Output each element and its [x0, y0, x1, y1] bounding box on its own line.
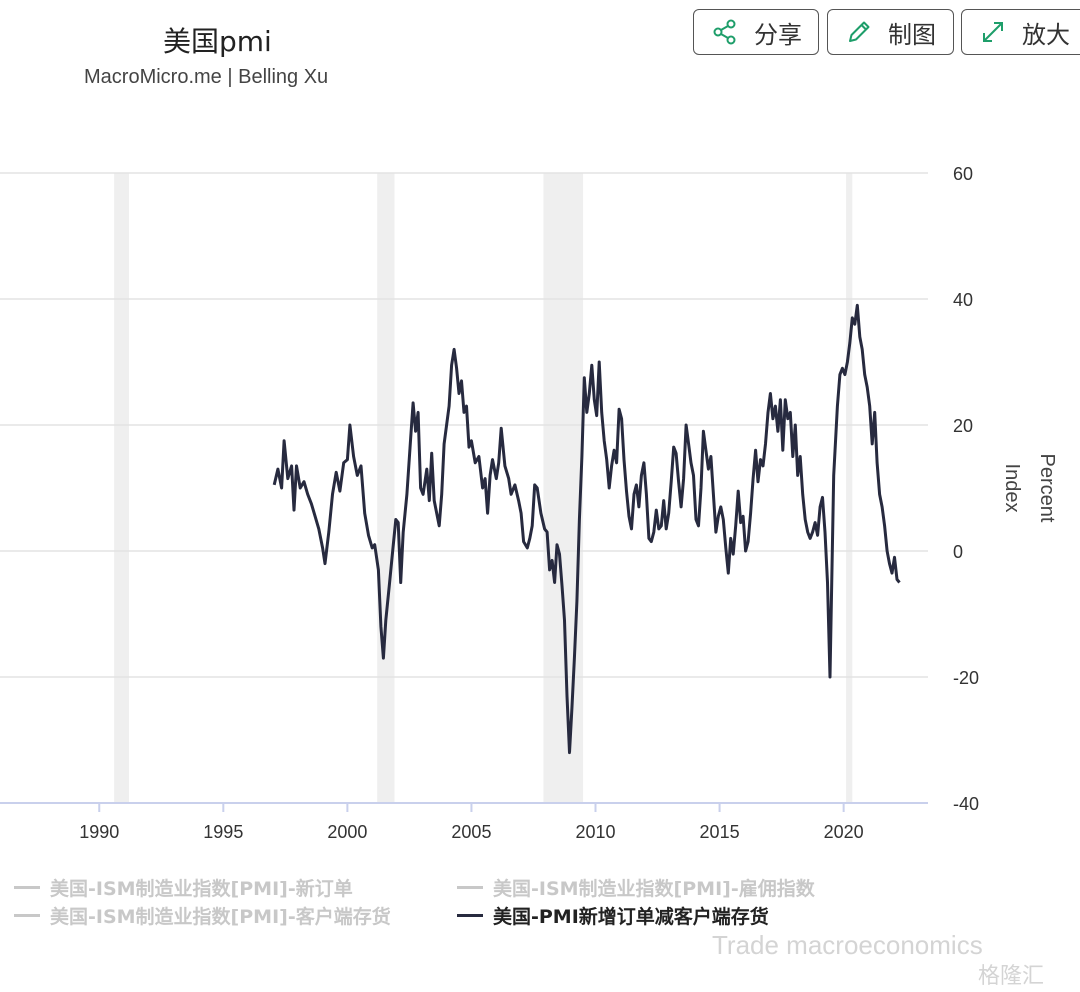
watermark: Trade macroeconomics — [712, 930, 983, 960]
x-tick-label: 2000 — [327, 822, 367, 842]
legend-swatch — [14, 886, 40, 889]
y-axis-ticks: 60 40 20 0 -20 -40 — [953, 164, 979, 814]
expand-button[interactable]: 放大 — [961, 9, 1080, 55]
series-layer — [272, 303, 901, 755]
recession-band — [846, 173, 853, 803]
expand-label: 放大 — [1022, 20, 1070, 49]
share-icon — [712, 19, 738, 45]
legend-item-orders-minus-inventories[interactable]: 美国-PMI新增订单减客户端存货 — [457, 902, 769, 929]
y-tick-label: -20 — [953, 668, 979, 688]
legend-label: 美国-ISM制造业指数[PMI]-客户端存货 — [50, 906, 391, 928]
share-button[interactable]: 分享 — [693, 9, 819, 55]
x-tick-label: 2005 — [451, 822, 491, 842]
chart-subtitle: MacroMicro.me | Belling Xu — [84, 66, 329, 88]
y-axis-title: Percent — [1036, 454, 1058, 523]
y-axis-titles: Percent Index — [1001, 454, 1058, 523]
legend-label: 美国-PMI新增订单减客户端存货 — [493, 906, 769, 928]
y-tick-label: 60 — [953, 164, 973, 184]
y-tick-label: 20 — [953, 416, 973, 436]
edit-label: 制图 — [888, 20, 936, 49]
legend-label: 美国-ISM制造业指数[PMI]-新订单 — [50, 878, 353, 900]
recession-band — [114, 173, 130, 803]
grid-lines — [0, 172, 928, 804]
y-axis-title: Index — [1001, 464, 1023, 513]
chart-title: 美国pmi — [163, 25, 272, 58]
x-tick-label: 2015 — [700, 822, 740, 842]
y-tick-label: 0 — [953, 542, 963, 562]
expand-icon — [980, 19, 1006, 45]
legend-item-employment[interactable]: 美国-ISM制造业指数[PMI]-雇佣指数 — [457, 874, 815, 901]
edit-chart-button[interactable]: 制图 — [827, 9, 954, 55]
line-chart: 60 40 20 0 -20 -40 1990 1995 2000 2005 2010 2015 20… — [0, 164, 1058, 842]
legend-swatch — [457, 914, 483, 917]
recession-band — [377, 173, 395, 803]
legend-swatch — [457, 886, 483, 889]
y-tick-label: 40 — [953, 290, 973, 310]
y-tick-label: -40 — [953, 794, 979, 814]
series-line — [272, 303, 901, 755]
x-axis-ticks: 1990 1995 2000 2005 2010 2015 2020 — [79, 803, 864, 842]
x-tick-label: 1990 — [79, 822, 119, 842]
recession-band — [543, 173, 584, 803]
share-label: 分享 — [754, 20, 802, 49]
legend-item-new-orders[interactable]: 美国-ISM制造业指数[PMI]-新订单 — [14, 874, 353, 901]
recession-bands — [114, 173, 853, 803]
watermark-brand: 格隆汇 — [978, 964, 1045, 989]
x-tick-label: 2020 — [824, 822, 864, 842]
legend-item-customer-inventories[interactable]: 美国-ISM制造业指数[PMI]-客户端存货 — [14, 902, 391, 929]
x-tick-label: 1995 — [203, 822, 243, 842]
pencil-icon — [846, 19, 872, 45]
legend-swatch — [14, 914, 40, 917]
legend-label: 美国-ISM制造业指数[PMI]-雇佣指数 — [493, 878, 815, 900]
x-tick-label: 2010 — [575, 822, 615, 842]
